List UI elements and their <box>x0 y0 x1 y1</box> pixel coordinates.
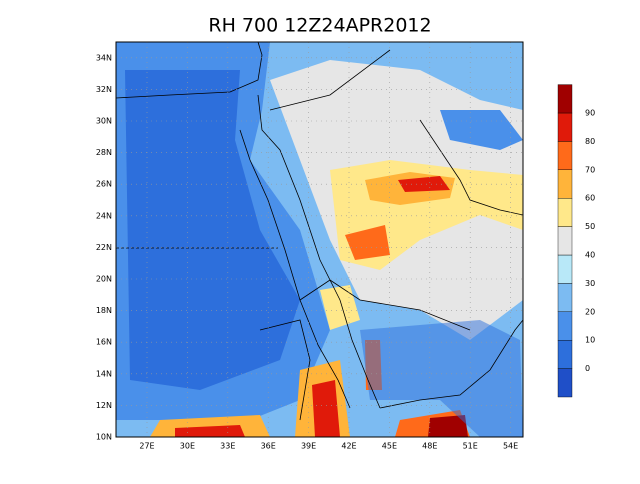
colorbar-swatch <box>557 254 573 284</box>
colorbar-label: 20 <box>585 307 595 316</box>
colorbar-label: 50 <box>585 222 595 231</box>
lat-label: 34N <box>96 53 112 62</box>
lat-label: 18N <box>96 306 112 315</box>
colorbar-label: 40 <box>585 251 595 260</box>
lat-label: 16N <box>96 338 112 347</box>
colorbar-label: 60 <box>585 194 595 203</box>
lon-label: 54E <box>503 442 518 451</box>
colorbar-swatch <box>557 226 573 256</box>
lon-label: 39E <box>301 442 316 451</box>
colorbar-swatch <box>557 112 573 142</box>
colorbar-swatch <box>557 197 573 227</box>
colorbar-swatch <box>557 169 573 199</box>
lat-label: 12N <box>96 401 112 410</box>
colorbar-swatch <box>557 283 573 312</box>
lat-label: 28N <box>96 148 112 157</box>
lat-label: 26N <box>96 180 112 189</box>
lat-label: 10N <box>96 433 112 442</box>
colorbar-label: 70 <box>585 165 595 174</box>
lat-label: 22N <box>96 243 112 252</box>
lon-label: 30E <box>180 442 195 451</box>
lat-label: 30N <box>96 117 112 126</box>
lon-label: 42E <box>341 442 356 451</box>
lat-label: 24N <box>96 211 112 220</box>
graticule <box>116 42 523 437</box>
colorbar-label: 0 <box>585 364 590 373</box>
lat-label: 32N <box>96 85 112 94</box>
colorbar-swatch <box>557 84 573 114</box>
colorbar-swatch <box>557 368 573 398</box>
colorbar-label: 10 <box>585 336 595 345</box>
colorbar-label: 90 <box>585 109 595 118</box>
lon-label: 33E <box>220 442 235 451</box>
lat-label: 20N <box>96 275 112 284</box>
lon-label: 27E <box>139 442 154 451</box>
rh-field <box>116 42 523 437</box>
lon-label: 48E <box>422 442 437 451</box>
colorbar-label: 30 <box>585 279 595 288</box>
lon-label: 36E <box>261 442 276 451</box>
colorbar-label: 80 <box>585 137 595 146</box>
title: RH 700 12Z24APR2012 <box>208 15 431 37</box>
colorbar-swatch <box>557 340 573 369</box>
map-frame <box>115 41 524 438</box>
lat-label: 14N <box>96 369 112 378</box>
lon-label: 51E <box>463 442 478 451</box>
colorbar-swatch <box>557 141 573 170</box>
colorbar-swatch <box>557 311 573 341</box>
lon-label: 45E <box>382 442 397 451</box>
